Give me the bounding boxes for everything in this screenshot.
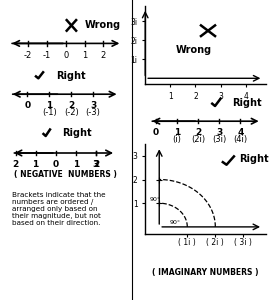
Text: 4: 4	[237, 128, 244, 137]
Text: Wrong: Wrong	[175, 45, 212, 55]
Text: 3: 3	[93, 160, 99, 169]
Text: 3: 3	[216, 128, 222, 137]
Text: 90°: 90°	[170, 220, 181, 225]
Text: (-1): (-1)	[42, 109, 57, 118]
Text: ( 1i ): ( 1i )	[178, 238, 196, 247]
Text: 1: 1	[46, 101, 52, 110]
Text: 1: 1	[33, 160, 39, 169]
Text: (-2): (-2)	[64, 109, 79, 118]
Text: 0: 0	[53, 160, 59, 169]
Text: 2: 2	[195, 128, 201, 137]
Text: Right: Right	[232, 98, 262, 108]
Text: 0: 0	[63, 51, 68, 60]
Text: -2: -2	[24, 51, 32, 60]
Text: 2: 2	[93, 160, 99, 169]
Text: (4i): (4i)	[233, 136, 247, 145]
Text: Right: Right	[239, 154, 269, 164]
Text: 2: 2	[101, 51, 106, 60]
Text: 0: 0	[24, 101, 30, 110]
Text: 3: 3	[90, 101, 96, 110]
Text: ( 3i ): ( 3i )	[235, 238, 252, 247]
Text: 0: 0	[153, 128, 159, 137]
Text: (i): (i)	[173, 136, 181, 145]
Text: (2i): (2i)	[191, 136, 205, 145]
Text: ( IMAGINARY NUMBERS ): ( IMAGINARY NUMBERS )	[152, 268, 259, 278]
Text: 1: 1	[174, 128, 180, 137]
Text: (3i): (3i)	[212, 136, 226, 145]
Text: 2: 2	[12, 160, 19, 169]
Text: Right: Right	[62, 128, 91, 138]
Text: -1: -1	[43, 51, 51, 60]
Text: (-3): (-3)	[86, 109, 101, 118]
Text: Wrong: Wrong	[85, 20, 121, 30]
Text: 90°: 90°	[150, 197, 161, 202]
Text: ( NEGATIVE  NUMBERS ): ( NEGATIVE NUMBERS )	[14, 170, 117, 179]
Text: 1: 1	[73, 160, 79, 169]
Text: 2: 2	[68, 101, 74, 110]
Text: 1: 1	[82, 51, 87, 60]
Text: Brackets indicate that the
numbers are ordered /
arranged only based on
their ma: Brackets indicate that the numbers are o…	[12, 192, 105, 226]
Text: Right: Right	[56, 71, 85, 81]
Text: ( 2i ): ( 2i )	[206, 238, 224, 247]
